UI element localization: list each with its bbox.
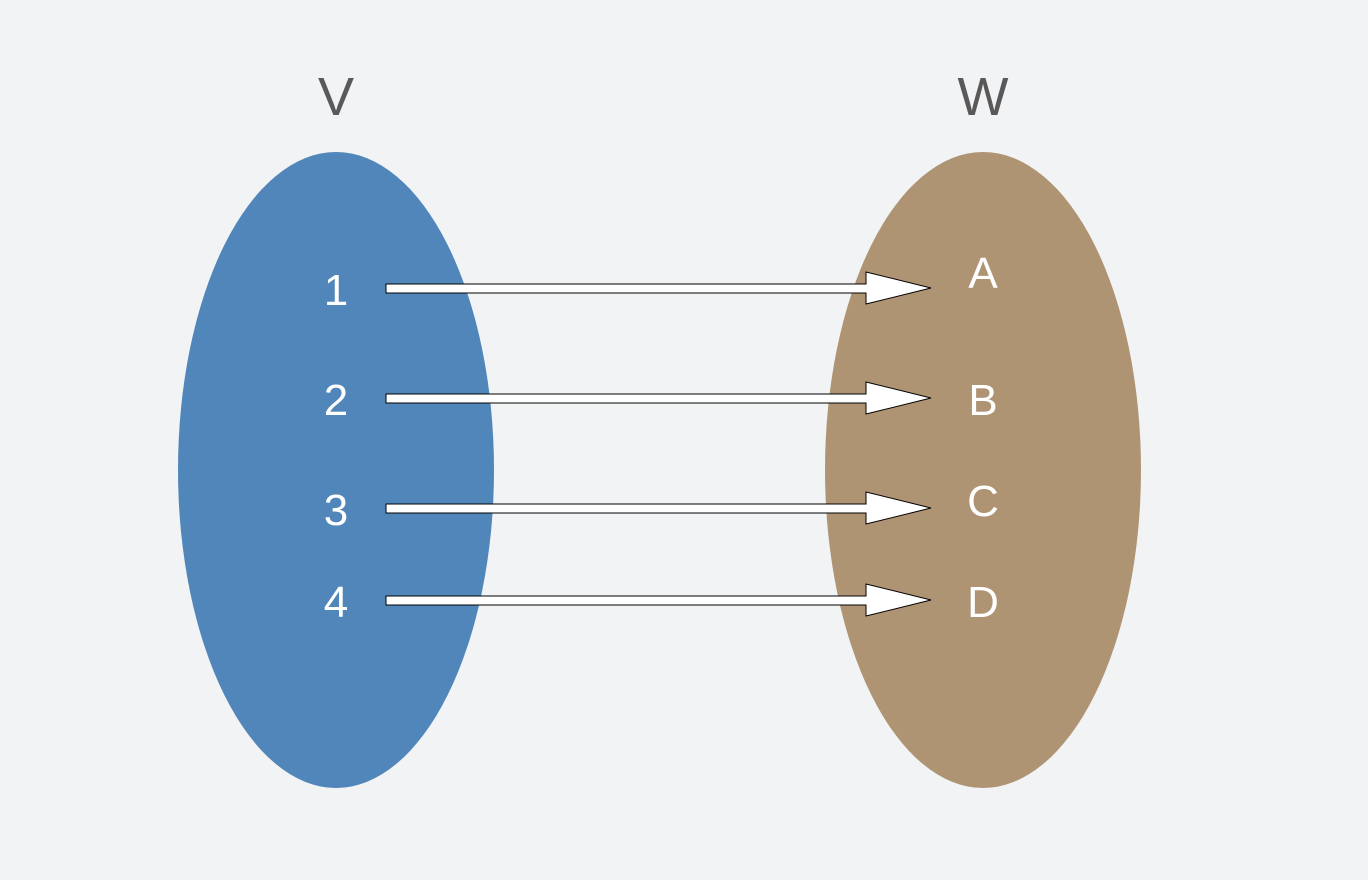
arrow-2-to-b (385, 381, 932, 415)
element-1: 1 (324, 266, 348, 315)
element-d: D (967, 578, 999, 627)
arrow-3-to-c (385, 491, 932, 525)
set-v-ellipse (178, 152, 494, 788)
element-a: A (968, 249, 998, 298)
arrow-1-to-a (385, 271, 932, 305)
set-w-label: W (958, 67, 1009, 127)
set-w-ellipse (825, 152, 1141, 788)
arrow-4-to-d (385, 583, 932, 617)
element-3: 3 (324, 486, 348, 535)
element-2: 2 (324, 376, 348, 425)
element-c: C (967, 477, 999, 526)
set-v-label: V (318, 67, 354, 127)
element-4: 4 (324, 578, 348, 627)
element-b: B (968, 376, 997, 425)
